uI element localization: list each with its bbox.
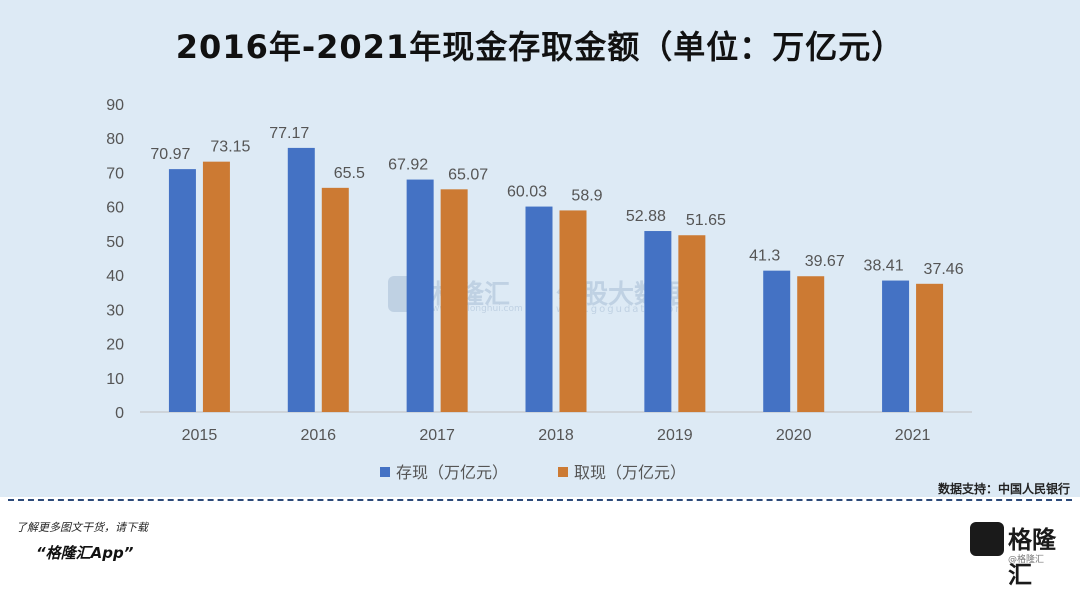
y-tick-label: 90 — [106, 97, 124, 114]
chart-area: 2016年-2021年现金存取金额（单位：万亿元） 格隆汇 www.gelong… — [0, 0, 1080, 497]
legend-label-deposit: 存现（万亿元） — [396, 463, 508, 482]
bar-withdrawal — [559, 210, 587, 412]
bar-deposit — [882, 280, 910, 412]
y-axis-ticks: 0 10 20 30 40 50 60 70 80 90 — [106, 97, 124, 422]
y-tick-label: 10 — [106, 371, 124, 388]
bar-withdrawal — [440, 189, 468, 412]
bar-withdrawal — [202, 161, 230, 412]
data-label: 51.65 — [686, 212, 726, 229]
y-tick-label: 70 — [106, 165, 124, 182]
bar-deposit — [763, 270, 791, 412]
bar-deposit — [168, 169, 196, 412]
bar-deposit — [644, 231, 672, 412]
bar-chart: 0 10 20 30 40 50 60 70 80 90 70.97 73.15 77.17 65.5 6… — [106, 97, 972, 482]
bar-withdrawal — [916, 283, 944, 412]
watermark-brand-gogudata-url: www.gogudata.com — [556, 304, 688, 315]
data-label: 37.46 — [924, 261, 964, 278]
y-tick-label: 50 — [106, 234, 124, 251]
x-tick-label: 2016 — [300, 427, 336, 444]
legend-swatch-deposit — [380, 467, 390, 477]
x-tick-label: 2017 — [419, 427, 455, 444]
x-tick-label: 2021 — [895, 427, 931, 444]
data-label: 70.97 — [150, 146, 190, 163]
x-tick-label: 2019 — [657, 427, 693, 444]
data-label: 67.92 — [388, 157, 428, 174]
bar-withdrawal — [321, 187, 349, 412]
data-label: 77.17 — [269, 125, 309, 142]
y-tick-label: 30 — [106, 302, 124, 319]
chart-title: 2016年-2021年现金存取金额（单位：万亿元） — [175, 28, 905, 66]
logo-subtext: @格隆汇 — [1008, 555, 1045, 565]
data-label: 38.41 — [864, 258, 904, 275]
promo-text: 了解更多图文干货，请下载 — [16, 521, 148, 534]
logo-text: 格隆汇 — [1008, 526, 1056, 589]
bar-withdrawal — [797, 276, 825, 412]
bar-withdrawal — [678, 235, 706, 412]
data-label: 39.67 — [805, 253, 845, 270]
data-label: 60.03 — [507, 184, 547, 201]
data-label: 65.5 — [334, 165, 365, 182]
y-tick-label: 60 — [106, 200, 124, 217]
bars — [168, 147, 944, 412]
data-label: 41.3 — [749, 248, 780, 265]
y-tick-label: 40 — [106, 268, 124, 285]
bar-deposit — [525, 206, 553, 412]
y-tick-label: 20 — [106, 337, 124, 354]
x-axis-ticks: 2015 2016 2017 2018 2019 2020 2021 — [182, 427, 931, 444]
promo-app-name: “格隆汇App” — [36, 544, 134, 562]
data-label: 65.07 — [448, 166, 488, 183]
x-tick-label: 2020 — [776, 427, 812, 444]
data-label: 73.15 — [210, 139, 250, 156]
data-source-note: 数据支持：中国人民银行 — [937, 482, 1070, 496]
legend-swatch-withdrawal — [558, 467, 568, 477]
x-tick-label: 2015 — [182, 427, 218, 444]
data-labels: 70.97 73.15 77.17 65.5 67.92 65.07 60.03 58.9 52… — [150, 125, 963, 278]
legend: 存现（万亿元） 取现（万亿元） — [380, 463, 686, 482]
bar-deposit — [406, 179, 434, 412]
footer-divider — [8, 499, 1072, 501]
data-label: 58.9 — [571, 187, 602, 204]
y-tick-label: 80 — [106, 131, 124, 148]
bar-deposit — [287, 147, 315, 412]
data-label: 52.88 — [626, 208, 666, 225]
x-tick-label: 2018 — [538, 427, 574, 444]
legend-label-withdrawal: 取现（万亿元） — [574, 463, 686, 482]
watermark-brand-gelonghui-url: www.gelonghui.com — [432, 304, 523, 314]
gelonghui-logo-icon — [970, 522, 1004, 556]
gelonghui-logo: 格隆汇 @格隆汇 — [970, 520, 1074, 589]
y-tick-label: 0 — [115, 405, 124, 422]
